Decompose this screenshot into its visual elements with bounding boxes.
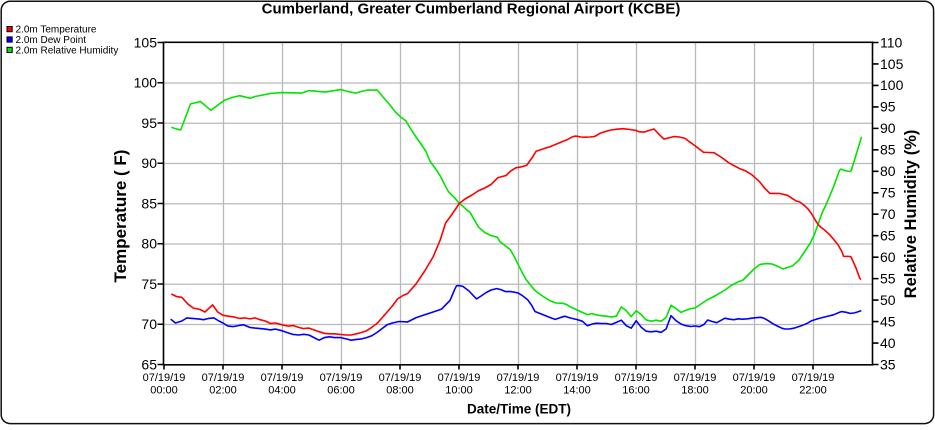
svg-text:07/19/19: 07/19/19 <box>615 372 658 384</box>
svg-text:95: 95 <box>880 99 896 115</box>
svg-text:16:00: 16:00 <box>622 385 650 397</box>
svg-text:07/19/19: 07/19/19 <box>143 372 186 384</box>
svg-text:07/19/19: 07/19/19 <box>556 372 599 384</box>
svg-text:50: 50 <box>880 292 896 308</box>
svg-text:65: 65 <box>141 356 157 372</box>
svg-text:12:00: 12:00 <box>504 385 532 397</box>
svg-text:85: 85 <box>880 142 896 158</box>
svg-text:55: 55 <box>880 270 896 286</box>
svg-text:70: 70 <box>141 316 157 332</box>
svg-text:07/19/19: 07/19/19 <box>261 372 304 384</box>
svg-text:08:00: 08:00 <box>386 385 414 397</box>
svg-text:40: 40 <box>880 335 896 351</box>
svg-text:80: 80 <box>880 163 896 179</box>
svg-text:Temperature ( F): Temperature ( F) <box>111 150 130 283</box>
svg-text:07/19/19: 07/19/19 <box>202 372 245 384</box>
svg-text:02:00: 02:00 <box>209 385 237 397</box>
svg-text:07/19/19: 07/19/19 <box>438 372 481 384</box>
svg-text:00:00: 00:00 <box>150 385 178 397</box>
svg-text:105: 105 <box>134 34 158 50</box>
svg-text:110: 110 <box>880 34 903 50</box>
svg-text:2.0m Dew Point: 2.0m Dew Point <box>16 35 87 46</box>
svg-text:Date/Time (EDT): Date/Time (EDT) <box>467 402 571 417</box>
svg-text:18:00: 18:00 <box>681 385 709 397</box>
svg-text:06:00: 06:00 <box>327 385 355 397</box>
svg-text:80: 80 <box>141 236 157 252</box>
svg-text:105: 105 <box>880 56 904 72</box>
svg-text:90: 90 <box>141 155 157 171</box>
svg-text:10:00: 10:00 <box>445 385 473 397</box>
svg-text:65: 65 <box>880 228 896 244</box>
svg-text:07/19/19: 07/19/19 <box>792 372 835 384</box>
svg-text:100: 100 <box>134 75 158 91</box>
svg-text:95: 95 <box>141 115 157 131</box>
svg-text:70: 70 <box>880 206 896 222</box>
svg-text:07/19/19: 07/19/19 <box>674 372 717 384</box>
svg-text:100: 100 <box>880 77 904 93</box>
svg-text:20:00: 20:00 <box>740 385 768 397</box>
svg-text:85: 85 <box>141 195 157 211</box>
svg-text:2.0m Temperature: 2.0m Temperature <box>16 25 97 36</box>
svg-text:2.0m Relative Humidity: 2.0m Relative Humidity <box>16 45 119 56</box>
svg-text:07/19/19: 07/19/19 <box>497 372 540 384</box>
svg-text:14:00: 14:00 <box>563 385 591 397</box>
svg-text:35: 35 <box>880 356 896 372</box>
svg-text:75: 75 <box>141 276 157 292</box>
svg-text:07/19/19: 07/19/19 <box>733 372 776 384</box>
svg-text:90: 90 <box>880 120 896 136</box>
svg-text:45: 45 <box>880 313 896 329</box>
svg-text:75: 75 <box>880 185 896 201</box>
svg-text:60: 60 <box>880 249 896 265</box>
svg-text:07/19/19: 07/19/19 <box>379 372 422 384</box>
svg-text:Relative Humidity (%): Relative Humidity (%) <box>902 130 920 299</box>
svg-text:22:00: 22:00 <box>799 385 827 397</box>
svg-text:Cumberland, Greater Cumberland: Cumberland, Greater Cumberland Regional … <box>262 1 681 18</box>
svg-text:07/19/19: 07/19/19 <box>320 372 363 384</box>
svg-text:04:00: 04:00 <box>268 385 296 397</box>
